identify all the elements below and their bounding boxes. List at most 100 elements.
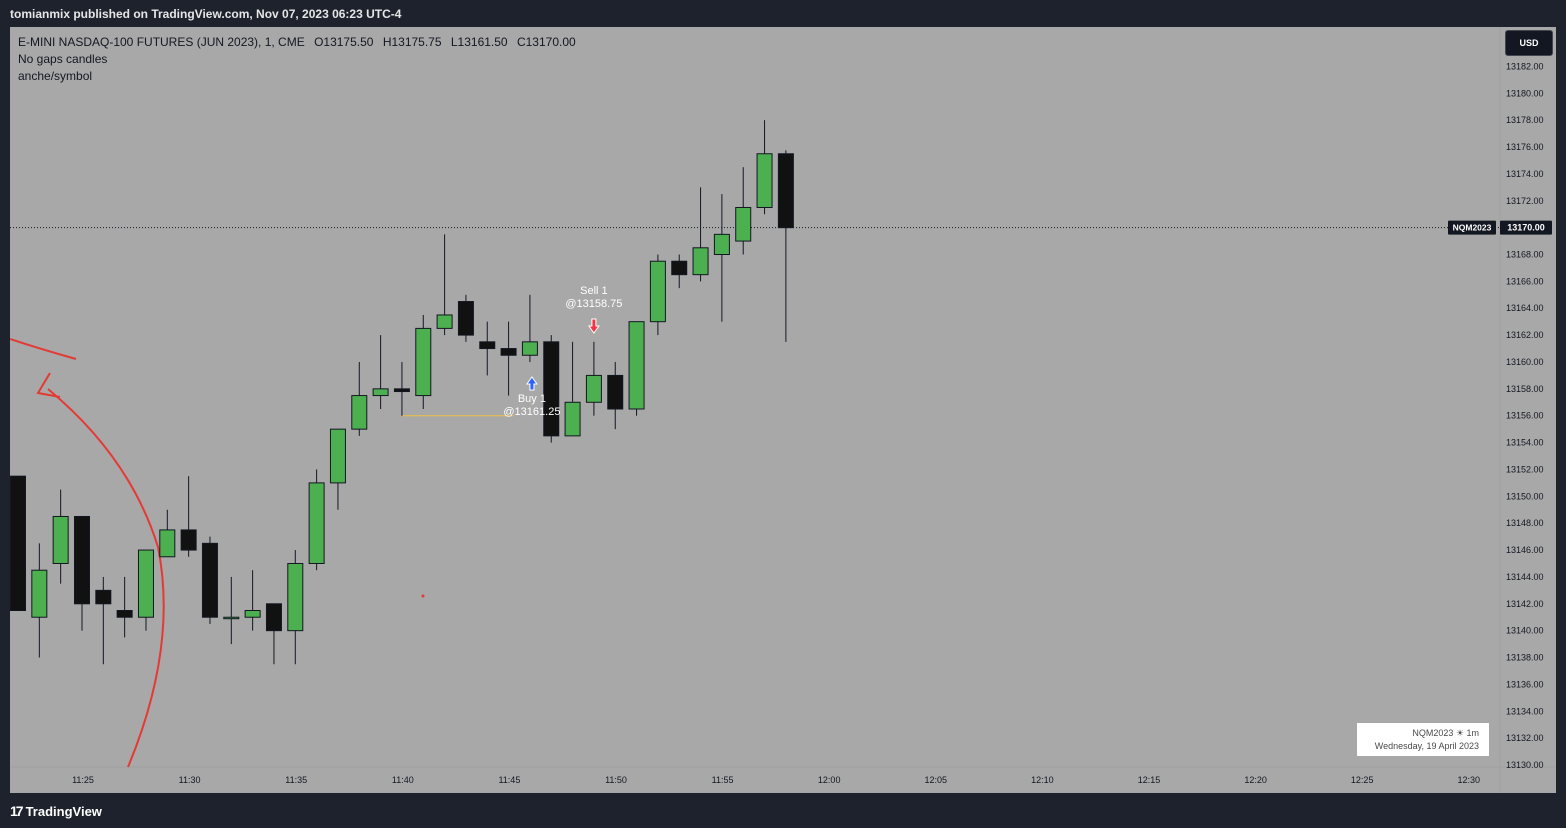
tradingview-logo-icon: 17 (10, 803, 24, 819)
candle-body[interactable] (308, 482, 325, 564)
candle-body[interactable] (31, 569, 48, 618)
candle-body[interactable] (116, 610, 133, 618)
time-tick-label: 11:55 (712, 775, 734, 785)
price-tick-label: 13136.00 (1506, 679, 1544, 689)
candle-body[interactable] (159, 529, 176, 558)
symbol-info-box: NQM2023 ☀ 1m Wednesday, 19 April 2023 (1357, 723, 1489, 756)
price-tick-label: 13178.00 (1506, 115, 1544, 125)
buy-price-label: @13161.25 (503, 406, 560, 418)
time-tick-label: 12:00 (818, 775, 841, 785)
last-price-tag (1500, 220, 1552, 235)
legend-low: L13161.50 (450, 35, 508, 49)
symbol-price-tag-text: NQM2023 (1453, 223, 1492, 233)
price-tick-label: 13164.00 (1506, 303, 1544, 313)
time-tick-label: 11:25 (72, 775, 94, 785)
legend-ohlc-line: E-MINI NASDAQ-100 FUTURES (JUN 2023), 1,… (18, 34, 582, 51)
candle-body[interactable] (393, 388, 410, 393)
tradingview-brand-text: TradingView (25, 803, 102, 819)
price-tick-label: 13166.00 (1506, 276, 1544, 286)
price-tick-label: 13146.00 (1506, 545, 1544, 555)
candle-body[interactable] (52, 515, 69, 564)
candle-body[interactable] (777, 153, 794, 229)
time-tick-label: 12:30 (1458, 775, 1481, 785)
time-tick-label: 11:30 (179, 775, 201, 785)
annotation-arrowhead (36, 372, 61, 398)
candle-body[interactable] (372, 388, 389, 397)
price-tick-label: 13150.00 (1506, 491, 1544, 501)
candle-body[interactable] (649, 260, 666, 323)
info-date: Wednesday, 19 April 2023 (1374, 741, 1479, 751)
publisher-bar: tomianmix published on TradingView.com, … (0, 0, 1566, 28)
legend-high: H13175.75 (382, 35, 442, 49)
legend-indicator-2[interactable]: anche/symbol (18, 69, 93, 83)
candle-body[interactable] (73, 515, 90, 605)
candle-body[interactable] (415, 327, 432, 397)
candle-body[interactable] (436, 314, 453, 329)
price-tick-label: 13182.00 (1506, 61, 1544, 71)
candle-body[interactable] (137, 549, 154, 618)
price-tick-label: 13130.00 (1506, 760, 1544, 770)
price-tick-label: 13140.00 (1506, 626, 1544, 636)
currency-button[interactable]: USD (1505, 30, 1553, 56)
price-tick-label: 13160.00 (1506, 357, 1544, 367)
legend-open: O13175.50 (314, 35, 374, 49)
time-tick-label: 12:05 (925, 775, 948, 785)
candle-body[interactable] (287, 562, 304, 632)
time-tick-label: 12:10 (1031, 775, 1054, 785)
price-tick-label: 13148.00 (1506, 518, 1544, 528)
price-tick-label: 13142.00 (1506, 599, 1544, 609)
candle-body[interactable] (329, 428, 346, 484)
candle-body[interactable] (180, 529, 197, 551)
candle-body[interactable] (265, 603, 282, 632)
candle-body[interactable] (500, 348, 517, 356)
candlestick-chart[interactable]: 13130.00 13132.00 13134.00 13136.00 13138.00… (10, 27, 1556, 793)
candle-body[interactable] (692, 247, 709, 276)
buy-label: Buy 1 (518, 393, 546, 405)
time-tick-label: 11:40 (392, 775, 414, 785)
time-tick-label: 11:35 (285, 775, 307, 785)
price-tick-label: 13162.00 (1506, 330, 1544, 340)
candle-body[interactable] (244, 610, 261, 618)
time-tick-label: 11:45 (498, 775, 520, 785)
time-tick-label: 12:25 (1351, 775, 1374, 785)
price-tick-label: 13174.00 (1506, 169, 1544, 179)
candle-body[interactable] (201, 542, 218, 618)
candle-body[interactable] (671, 260, 688, 276)
candle-body[interactable] (351, 395, 368, 430)
candle-body[interactable] (607, 374, 624, 410)
legend-close: C13170.00 (516, 35, 576, 49)
candle-body[interactable] (713, 233, 730, 256)
candle-body[interactable] (95, 589, 112, 605)
symbol-price-tag (1448, 220, 1496, 235)
last-price-tag-text: 13170.00 (1507, 223, 1545, 233)
candle-body[interactable] (10, 475, 26, 612)
publisher-text: tomianmix published on TradingView.com, … (10, 7, 402, 21)
price-tick-label: 13138.00 (1506, 653, 1544, 663)
time-tick-label: 12:20 (1244, 775, 1267, 785)
legend-symbol: E-MINI NASDAQ-100 FUTURES (JUN 2023), 1,… (18, 35, 305, 49)
sell-label: Sell 1 (580, 285, 608, 297)
candle-body[interactable] (479, 341, 496, 350)
candle-body[interactable] (457, 301, 474, 336)
legend-indicator-1[interactable]: No gaps candles (18, 52, 108, 66)
price-tick-label: 13144.00 (1506, 572, 1544, 582)
price-axis[interactable] (1500, 27, 1556, 793)
candle-body[interactable] (735, 206, 752, 242)
time-tick-label: 12:15 (1138, 775, 1161, 785)
candle-body[interactable] (521, 341, 538, 356)
chart-frame[interactable]: 13130.00 13132.00 13134.00 13136.00 13138.00… (10, 27, 1556, 793)
price-tick-label: 13176.00 (1506, 142, 1544, 152)
info-symbol-interval: NQM2023 ☀ 1m (1412, 728, 1479, 738)
price-tick-label: 13132.00 (1506, 733, 1544, 743)
candle-body[interactable] (543, 341, 560, 437)
price-tick-label: 13172.00 (1506, 196, 1544, 206)
annotation-curve (47, 388, 165, 768)
tradingview-logo[interactable]: 17 TradingView (10, 803, 102, 819)
candle-body[interactable] (628, 321, 645, 410)
candle-body[interactable] (756, 153, 773, 208)
candle-body[interactable] (564, 401, 581, 437)
candle-body[interactable] (223, 616, 240, 620)
candle-body[interactable] (585, 374, 602, 403)
annotation-stroke-top (10, 338, 77, 360)
footer-bar: 17 TradingView (0, 793, 1566, 828)
